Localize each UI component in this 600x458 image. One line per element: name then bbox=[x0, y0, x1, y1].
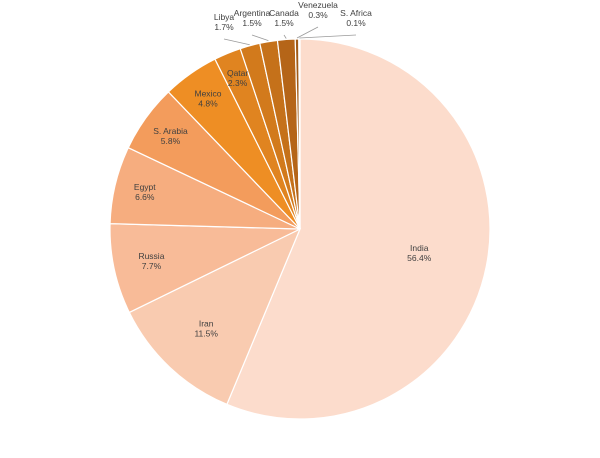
slice-value-libya: 1.7% bbox=[214, 22, 234, 32]
slice-name-russia: Russia bbox=[138, 251, 164, 261]
leader-line-venezuela bbox=[296, 26, 319, 39]
pie-slices bbox=[109, 38, 491, 420]
slice-name-india: India bbox=[410, 243, 429, 253]
slice-value-russia: 7.7% bbox=[142, 261, 162, 271]
slice-value-venezuela: 0.3% bbox=[308, 10, 328, 20]
slice-label-s-africa: S. Africa 0.1% bbox=[340, 8, 372, 28]
slice-labels: India 56.4% Iran 11.5% Russia 7.7% Egypt 6.6% S.… bbox=[134, 0, 432, 339]
slice-name-libya: Libya bbox=[214, 12, 235, 22]
pie-slice-iran bbox=[128, 227, 302, 406]
slice-name-mexico: Mexico bbox=[195, 89, 222, 99]
slice-value-argentina: 1.5% bbox=[242, 18, 262, 28]
slice-value-s-africa: 0.1% bbox=[346, 18, 366, 28]
slice-label-canada: Canada 1.5% bbox=[269, 8, 299, 28]
slice-value-india: 56.4% bbox=[407, 253, 432, 263]
slice-value-mexico: 4.8% bbox=[198, 99, 218, 109]
slice-label-iran: Iran 11.5% bbox=[194, 319, 218, 339]
leader-line-canada bbox=[283, 34, 287, 39]
slice-value-iran: 11.5% bbox=[194, 329, 218, 339]
slice-name-argentina: Argentina bbox=[234, 8, 271, 18]
slice-value-canada: 1.5% bbox=[274, 18, 294, 28]
leader-line-argentina bbox=[251, 34, 269, 42]
slice-name-s-arabia: S. Arabia bbox=[153, 126, 188, 136]
slice-label-egypt: Egypt 6.6% bbox=[134, 182, 156, 202]
leader-lines bbox=[223, 26, 357, 46]
slice-label-venezuela: Venezuela 0.3% bbox=[298, 0, 338, 20]
slice-value-egypt: 6.6% bbox=[135, 192, 155, 202]
slice-name-egypt: Egypt bbox=[134, 182, 156, 192]
slice-label-argentina: Argentina 1.5% bbox=[234, 8, 271, 28]
slice-value-s-arabia: 5.8% bbox=[161, 136, 181, 146]
slice-value-qatar: 2.3% bbox=[228, 78, 248, 88]
slice-label-russia: Russia 7.7% bbox=[138, 251, 164, 271]
slice-name-iran: Iran bbox=[199, 319, 214, 329]
pie-slice-india bbox=[226, 38, 491, 420]
slice-label-india: India 56.4% bbox=[407, 243, 432, 263]
leader-line-libya bbox=[223, 38, 250, 46]
slice-name-canada: Canada bbox=[269, 8, 299, 18]
pie-slice-s-africa bbox=[298, 38, 301, 230]
slice-name-venezuela: Venezuela bbox=[298, 0, 338, 10]
slice-name-s-africa: S. Africa bbox=[340, 8, 372, 18]
leader-line-s-africa bbox=[299, 34, 357, 39]
slice-label-mexico: Mexico 4.8% bbox=[195, 89, 222, 109]
slice-label-qatar: Qatar 2.3% bbox=[227, 68, 248, 88]
slice-label-s-arabia: S. Arabia 5.8% bbox=[153, 126, 188, 146]
slice-label-libya: Libya 1.7% bbox=[214, 12, 235, 32]
slice-name-qatar: Qatar bbox=[227, 68, 248, 78]
